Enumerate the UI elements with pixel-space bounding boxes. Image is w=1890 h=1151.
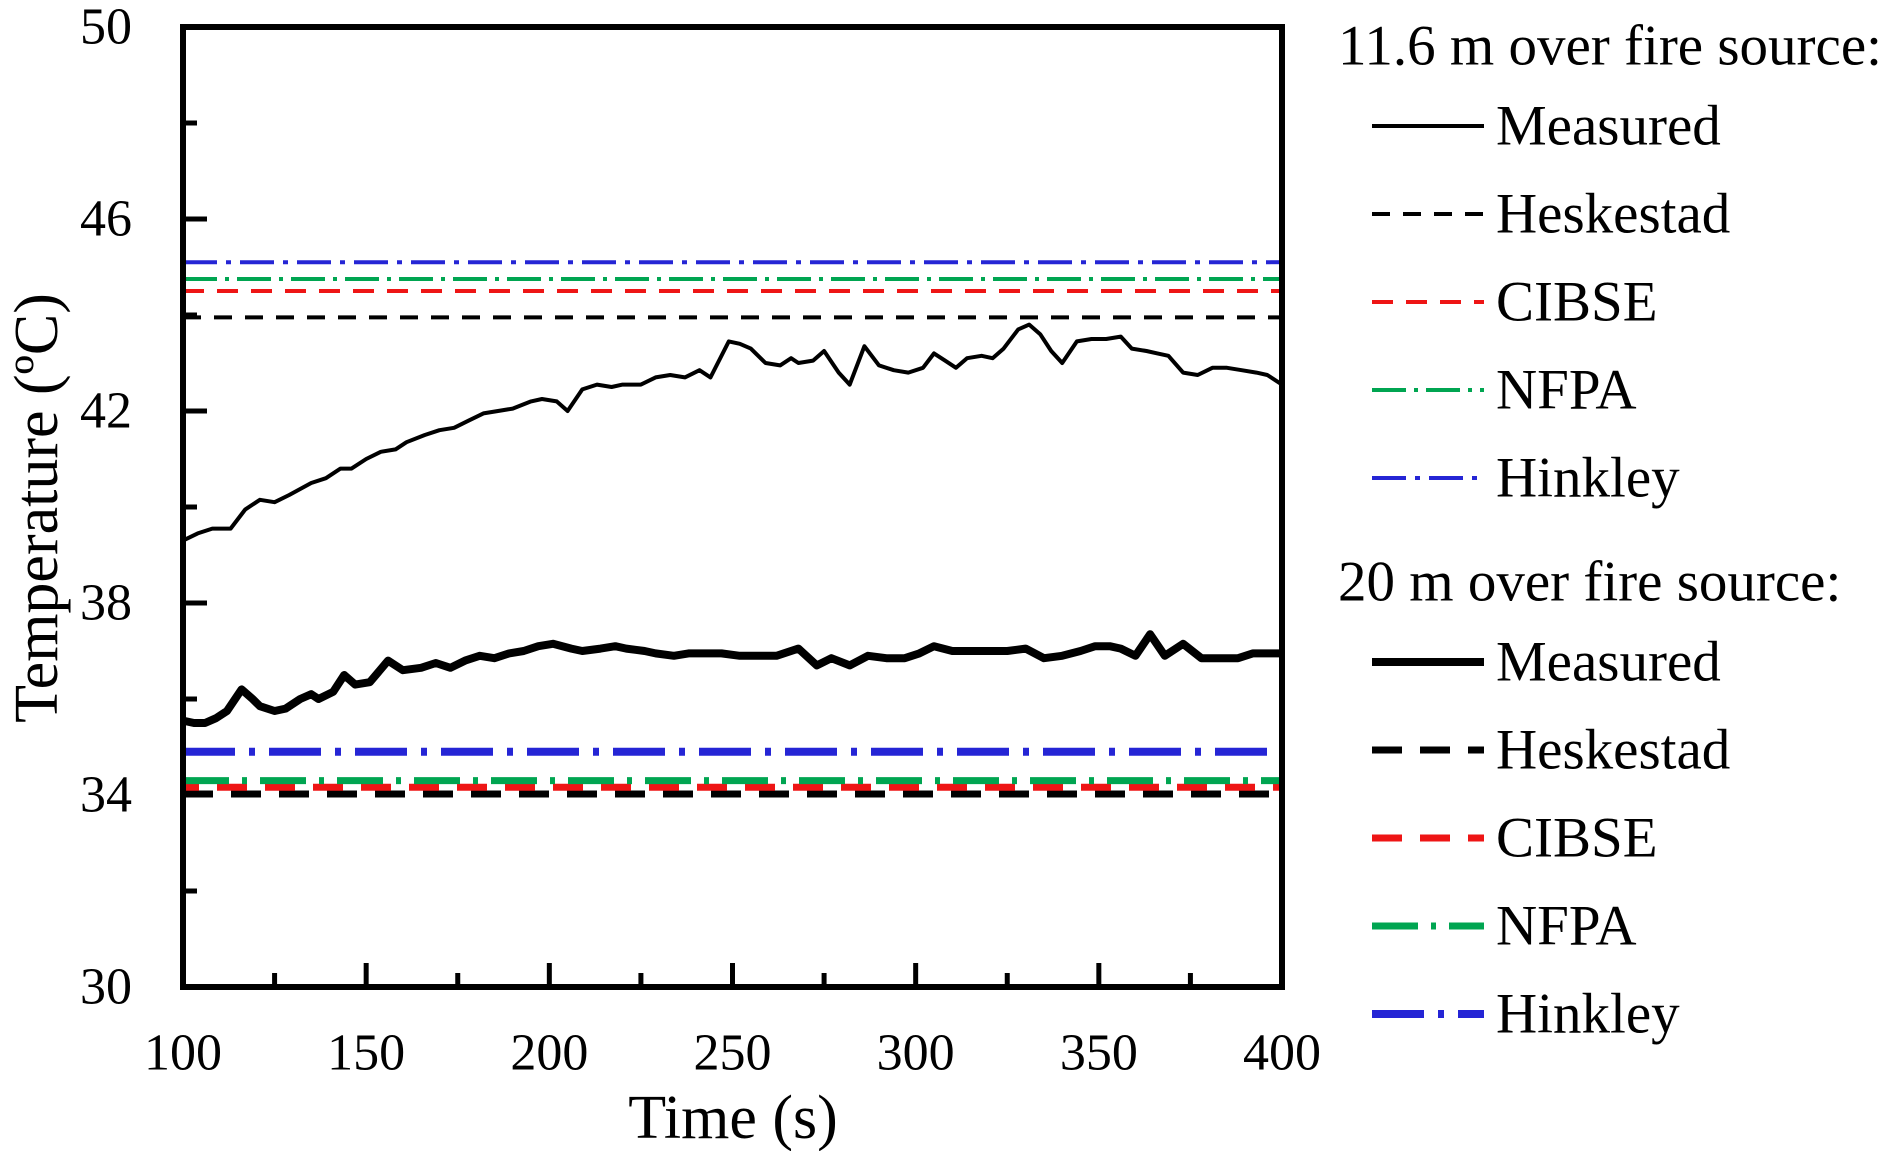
- legend-label-hink11: Hinkley: [1496, 447, 1680, 510]
- x-tick-label: 150: [327, 1025, 405, 1082]
- y-tick-label: 46: [80, 191, 132, 248]
- y-tick-label: 50: [80, 0, 132, 56]
- x-tick-label: 300: [877, 1025, 955, 1082]
- legend-label-m11: Measured: [1496, 95, 1721, 158]
- y-tick-label: 42: [80, 383, 132, 440]
- legend-group-header-2: 20 m over fire source:: [1338, 551, 1841, 614]
- tick-label-layer: 100 150 200 250 300 350 400 30 34 38 42 46 50: [80, 0, 1321, 1082]
- legend-label-hesk11: Heskestad: [1496, 183, 1730, 246]
- x-tick-label: 350: [1060, 1025, 1138, 1082]
- legend: 11.6 m over fire source: Measured Heskesta…: [1338, 15, 1882, 1046]
- series-layer: [182, 260, 1284, 798]
- x-tick-label: 200: [510, 1025, 588, 1082]
- axes-frame: [180, 24, 1285, 990]
- legend-label-cibse20: CIBSE: [1496, 807, 1658, 870]
- legend-label-nfpa20: NFPA: [1496, 895, 1637, 958]
- y-tick-label: 38: [80, 575, 132, 632]
- legend-label-m20: Measured: [1496, 631, 1721, 694]
- legend-group-header-1: 11.6 m over fire source:: [1338, 15, 1882, 78]
- legend-label-hink20: Hinkley: [1496, 983, 1680, 1046]
- series-m20-line: [182, 630, 1282, 727]
- y-tick-label: 34: [80, 767, 132, 824]
- x-tick-label: 400: [1243, 1025, 1321, 1082]
- y-axis-title: Temperature (ºC): [3, 293, 71, 723]
- plot-border: [180, 24, 1285, 990]
- legend-label-cibse11: CIBSE: [1496, 271, 1658, 334]
- tick-layer: [180, 24, 1285, 990]
- y-tick-label: 30: [80, 959, 132, 1016]
- legend-label-nfpa11: NFPA: [1496, 359, 1637, 422]
- legend-label-hesk20: Heskestad: [1496, 719, 1730, 782]
- x-tick-label: 250: [694, 1025, 772, 1082]
- series-m11-line: [182, 322, 1284, 543]
- x-axis-title: Time (s): [628, 1084, 838, 1151]
- x-tick-label: 100: [144, 1025, 222, 1082]
